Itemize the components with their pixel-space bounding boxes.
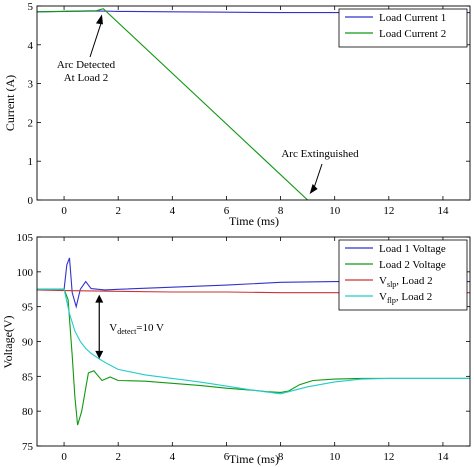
annotation-arrow (313, 163, 323, 190)
y-tick-label: 3 (28, 79, 34, 91)
arrow-head-up (95, 294, 104, 303)
y-tick-label: 90 (22, 337, 34, 349)
legend-box (338, 239, 468, 311)
x-tick-label: 10 (329, 451, 341, 463)
annotation-text: At Load 2 (64, 72, 109, 84)
y-tick-label: 2 (28, 117, 34, 129)
y-tick-label: 105 (17, 232, 34, 244)
y-tick-label: 95 (22, 302, 34, 314)
chart-panel-2: 0 2 4 6 8 10 12 14 75 80 85 90 95 100 105 Time (ms) Volt… (1, 232, 471, 466)
legend-label: Load 1 Voltage (379, 243, 446, 255)
x-tick-label: 0 (61, 451, 67, 463)
legend-label: Load 2 Voltage (379, 259, 446, 271)
y-tick-label: 1 (28, 156, 34, 168)
arrow-head (309, 184, 318, 195)
y-tick-label: 80 (22, 406, 34, 418)
x-tick-label: 12 (383, 451, 394, 463)
legend-label: Load Current 1 (379, 12, 446, 24)
series-line-4 (37, 288, 470, 395)
plot-frame (36, 236, 471, 447)
series-line-2 (37, 8, 470, 200)
plot-frame (36, 5, 471, 201)
x-axis-label: Time (ms) (229, 214, 279, 228)
x-tick-label: 14 (437, 205, 449, 217)
x-tick-label: 14 (437, 451, 449, 463)
legend-box (338, 8, 468, 48)
x-tick-label: 4 (170, 205, 176, 217)
series-line-2 (37, 288, 470, 426)
legend: Load Current 1 Load Current 2 (338, 8, 468, 48)
y-tick-label: 75 (22, 441, 34, 453)
x-tick-label: 6 (224, 205, 230, 217)
arrow-head-down (95, 350, 104, 359)
y-tick-label: 4 (28, 40, 34, 52)
y-axis-label: Current (A) (3, 75, 17, 131)
annotation-text: Arc Extinguished (281, 148, 359, 160)
annotation-arrow (89, 20, 103, 58)
x-tick-label: 2 (115, 205, 121, 217)
legend: Load 1 Voltage Load 2 Voltage Vslp, Load 2… (338, 239, 468, 311)
y-tick-label: 0 (28, 195, 34, 207)
x-tick-label: 2 (115, 451, 121, 463)
y-tick-label: 5 (28, 1, 34, 13)
legend-label: Vflp, Load 2 (379, 291, 432, 305)
x-tick-label: 12 (383, 205, 394, 217)
x-axis-label: Time (ms) (229, 452, 279, 466)
x-tick-label: 0 (61, 205, 67, 217)
x-tick-label: 10 (329, 205, 341, 217)
x-tick-label: 8 (278, 451, 284, 463)
annotation-arc-extinguished: Arc Extinguished (281, 148, 359, 195)
arrow-head (95, 14, 103, 25)
y-tick-label: 85 (22, 371, 34, 383)
annotation-text: Vdetect=10 V (109, 322, 164, 336)
x-tick-label: 6 (224, 451, 230, 463)
annotation-text: Arc Detected (57, 59, 116, 71)
y-axis-label: Voltage(V) (1, 315, 15, 368)
x-tick-label: 8 (278, 205, 284, 217)
legend-label: Vslp, Load 2 (379, 275, 433, 289)
legend-label: Load Current 2 (379, 28, 446, 40)
annotation-v-detect: Vdetect=10 V (95, 294, 164, 359)
y-tick-label: 100 (17, 267, 34, 279)
x-tick-label: 4 (170, 451, 176, 463)
